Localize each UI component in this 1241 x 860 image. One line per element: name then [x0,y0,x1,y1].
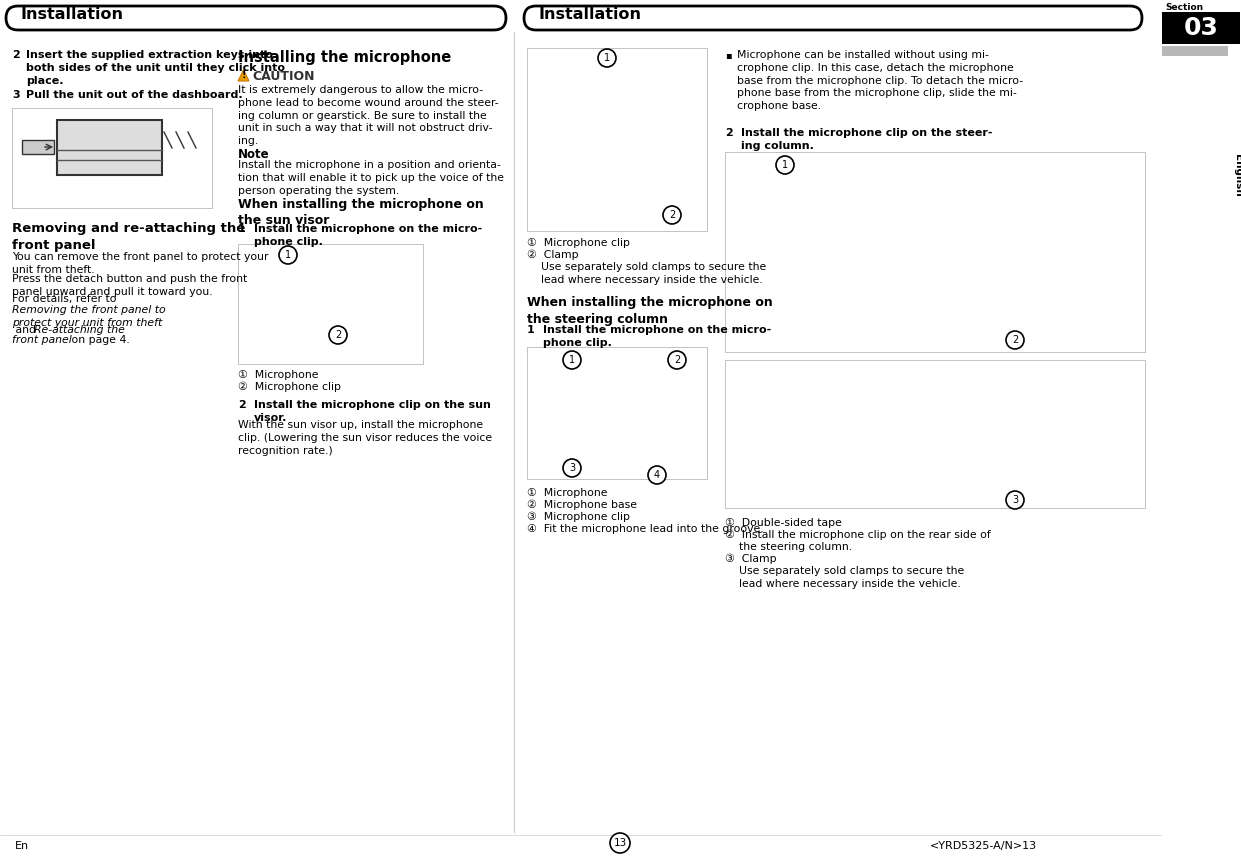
Text: Install the microphone on the micro-
phone clip.: Install the microphone on the micro- pho… [544,325,771,347]
Text: 1: 1 [568,355,575,365]
Text: ①  Microphone: ① Microphone [238,370,319,380]
Circle shape [598,49,616,67]
Text: Pull the unit out of the dashboard.: Pull the unit out of the dashboard. [26,90,243,100]
Circle shape [279,246,297,264]
Text: 03: 03 [1184,16,1219,40]
Text: 13: 13 [613,838,627,848]
Text: Press the detach button and push the front
panel upward and pull it toward you.: Press the detach button and push the fro… [12,274,247,297]
Text: ①  Microphone clip: ① Microphone clip [527,238,630,248]
Text: When installing the microphone on
the sun visor: When installing the microphone on the su… [238,198,484,228]
Text: ②  Microphone base: ② Microphone base [527,500,637,510]
Text: <YRD5325-A/N>13: <YRD5325-A/N>13 [930,841,1037,851]
Text: Note: Note [238,148,269,161]
Text: Section: Section [1165,3,1203,12]
Bar [12,108,212,208]
Bar [527,347,707,479]
Text: English: English [1234,154,1241,196]
Text: Insert the supplied extraction keys into
both sides of the unit until they click: Insert the supplied extraction keys into… [26,50,285,86]
Text: 2: 2 [1011,335,1018,345]
Circle shape [776,156,794,174]
Text: 1: 1 [527,325,535,335]
Text: 2: 2 [238,400,246,410]
Text: Installation: Installation [539,7,642,22]
Text: 3: 3 [12,90,20,100]
Circle shape [611,833,630,853]
Text: Installation: Installation [20,7,123,22]
Text: When installing the microphone on
the steering column: When installing the microphone on the st… [527,296,773,325]
Text: ②  Microphone clip: ② Microphone clip [238,382,341,392]
Bar [1162,46,1229,56]
Text: 3: 3 [1011,495,1018,505]
Circle shape [663,206,681,224]
Text: !: ! [241,71,246,81]
Text: Install the microphone clip on the sun
visor.: Install the microphone clip on the sun v… [254,400,491,423]
Text: Installing the microphone: Installing the microphone [238,50,452,65]
Text: Use separately sold clamps to secure the
lead where necessary inside the vehicle: Use separately sold clamps to secure the… [541,262,766,285]
Bar [238,244,423,364]
Text: 2: 2 [669,210,675,220]
Circle shape [563,351,581,369]
Text: It is extremely dangerous to allow the micro-
phone lead to become wound around : It is extremely dangerous to allow the m… [238,85,499,146]
Bar [527,48,707,231]
Text: Install the microphone on the micro-
phone clip.: Install the microphone on the micro- pho… [254,224,483,247]
Text: 2: 2 [725,128,732,138]
Text: For details, refer to: For details, refer to [12,294,120,304]
Circle shape [668,351,686,369]
Text: 1: 1 [285,250,292,260]
Text: front panel: front panel [12,335,72,345]
Text: Removing and re-attaching the
front panel: Removing and re-attaching the front pane… [12,222,246,251]
Text: Re-attaching the: Re-attaching the [34,325,125,335]
Text: 2: 2 [12,50,20,60]
Circle shape [329,326,347,344]
Circle shape [1006,491,1024,509]
Circle shape [1006,331,1024,349]
Bar [725,360,1145,508]
Circle shape [648,466,666,484]
Text: 4: 4 [654,470,660,480]
Bar [57,120,163,175]
Text: ③  Clamp: ③ Clamp [725,554,777,564]
Text: 3: 3 [568,463,575,473]
Text: Install the microphone clip on the steer-
ing column.: Install the microphone clip on the steer… [741,128,993,150]
Text: Use separately sold clamps to secure the
lead where necessary inside the vehicle: Use separately sold clamps to secure the… [738,566,964,589]
Text: ②  Clamp: ② Clamp [527,250,578,261]
Text: You can remove the front panel to protect your
unit from theft.: You can remove the front panel to protec… [12,252,268,275]
Circle shape [563,459,581,477]
Text: Removing the front panel to
protect your unit from theft: Removing the front panel to protect your… [12,305,165,328]
Bar [1162,12,1240,44]
Text: ①  Microphone: ① Microphone [527,488,608,498]
Text: and: and [12,325,40,335]
Text: ①  Double-sided tape: ① Double-sided tape [725,518,841,528]
Text: 2: 2 [335,330,341,340]
Text: 2: 2 [674,355,680,365]
Text: ③  Microphone clip: ③ Microphone clip [527,512,630,522]
Text: With the sun visor up, install the microphone
clip. (Lowering the sun visor redu: With the sun visor up, install the micro… [238,420,493,456]
Bar [725,152,1145,352]
Text: Microphone can be installed without using mi-
crophone clip. In this case, detac: Microphone can be installed without usin… [737,50,1023,111]
Text: ④  Fit the microphone lead into the groove.: ④ Fit the microphone lead into the groov… [527,524,763,534]
Bar [22,140,55,154]
Text: ②  Install the microphone clip on the rear side of: ② Install the microphone clip on the rea… [725,530,990,540]
Text: ▪: ▪ [725,50,732,60]
Text: CAUTION: CAUTION [252,70,314,83]
Polygon shape [238,70,249,81]
Text: 1: 1 [604,53,611,63]
Text: the steering column.: the steering column. [738,542,853,552]
Text: En: En [15,841,29,851]
Text: 1: 1 [782,160,788,170]
Text: 1: 1 [238,224,246,234]
Text: Install the microphone in a position and orienta-
tion that will enable it to pi: Install the microphone in a position and… [238,160,504,195]
Text: on page 4.: on page 4. [68,335,130,345]
